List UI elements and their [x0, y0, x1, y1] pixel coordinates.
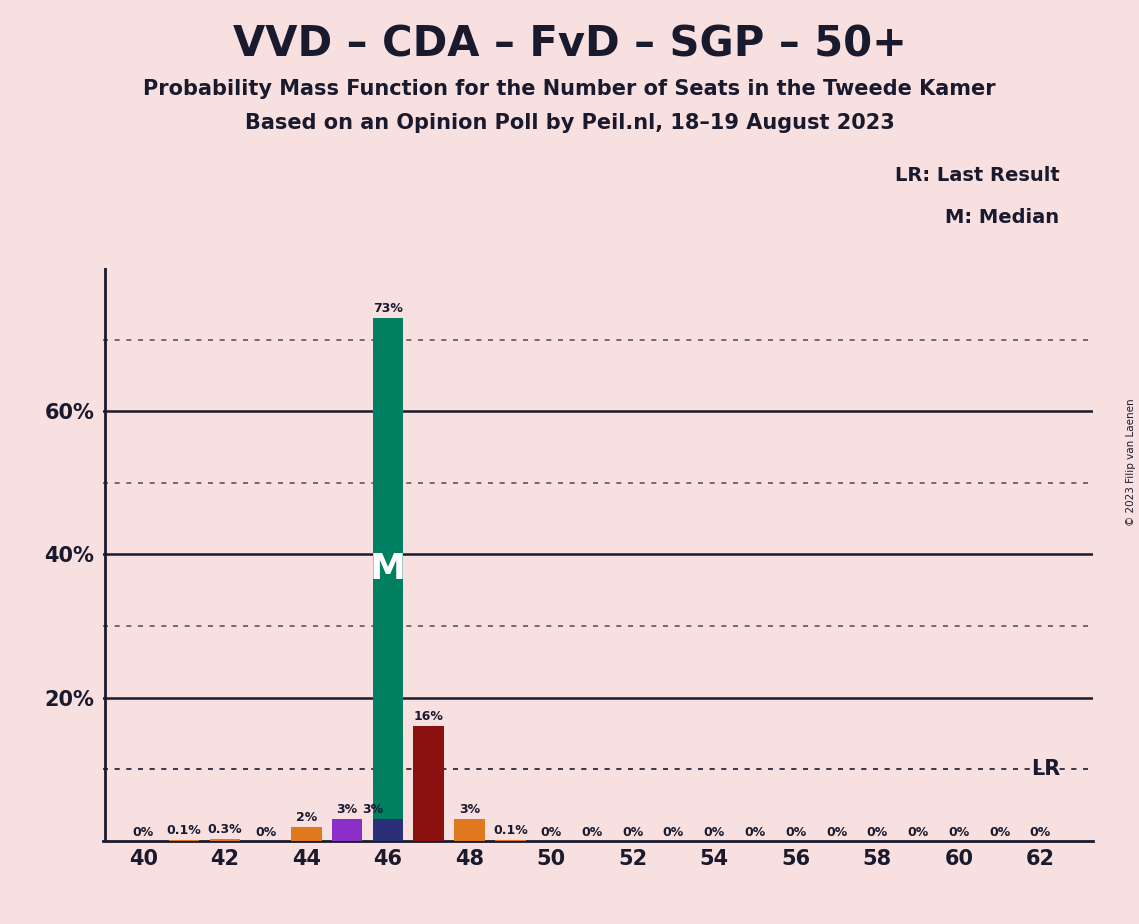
- Bar: [331, 820, 362, 841]
- Text: M: M: [370, 552, 405, 586]
- Text: 0%: 0%: [704, 826, 724, 839]
- Text: 0%: 0%: [867, 826, 888, 839]
- Text: 0%: 0%: [622, 826, 644, 839]
- Text: VVD – CDA – FvD – SGP – 50+: VVD – CDA – FvD – SGP – 50+: [232, 23, 907, 65]
- Text: 73%: 73%: [374, 302, 403, 315]
- Text: 3%: 3%: [337, 804, 358, 817]
- Text: 0%: 0%: [745, 826, 765, 839]
- Text: 0%: 0%: [663, 826, 685, 839]
- Text: LR: LR: [1032, 760, 1060, 779]
- Text: 0%: 0%: [826, 826, 847, 839]
- Text: 0.1%: 0.1%: [493, 824, 527, 837]
- Text: 0%: 0%: [908, 826, 928, 839]
- Text: 3%: 3%: [362, 804, 383, 817]
- Text: © 2023 Filip van Laenen: © 2023 Filip van Laenen: [1125, 398, 1136, 526]
- Text: 0%: 0%: [132, 826, 154, 839]
- Bar: [413, 726, 444, 841]
- Text: 0.1%: 0.1%: [166, 824, 202, 837]
- Text: Based on an Opinion Poll by Peil.nl, 18–19 August 2023: Based on an Opinion Poll by Peil.nl, 18–…: [245, 113, 894, 133]
- Text: Probability Mass Function for the Number of Seats in the Tweede Kamer: Probability Mass Function for the Number…: [144, 79, 995, 99]
- Text: 0%: 0%: [581, 826, 603, 839]
- Text: LR: Last Result: LR: Last Result: [894, 166, 1059, 186]
- Text: 3%: 3%: [459, 804, 480, 817]
- Text: M: Median: M: Median: [945, 208, 1059, 227]
- Text: 0%: 0%: [1030, 826, 1051, 839]
- Text: 0%: 0%: [540, 826, 562, 839]
- Text: 0%: 0%: [949, 826, 969, 839]
- Bar: [292, 826, 321, 841]
- Text: 0%: 0%: [785, 826, 806, 839]
- Text: 0.3%: 0.3%: [207, 823, 243, 836]
- Bar: [454, 820, 485, 841]
- Text: 0%: 0%: [989, 826, 1010, 839]
- Text: 2%: 2%: [296, 810, 317, 823]
- Text: 16%: 16%: [413, 711, 444, 723]
- Text: 0%: 0%: [255, 826, 277, 839]
- Bar: [372, 820, 403, 841]
- Bar: [210, 839, 240, 841]
- Bar: [372, 318, 403, 841]
